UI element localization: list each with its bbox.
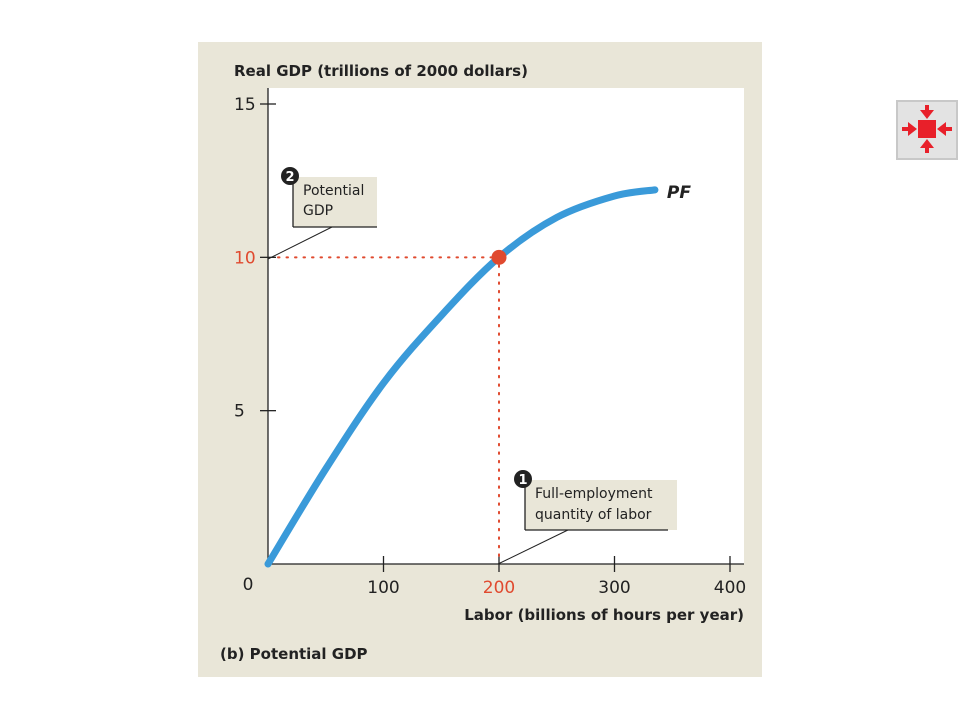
figure-panel: Real GDP (trillions of 2000 dollars) 5 10… xyxy=(198,42,762,677)
collapse-arrows-icon xyxy=(902,105,952,153)
y-ticks: 5 10 15 xyxy=(234,95,276,422)
x-axis-label: Labor (billions of hours per year) xyxy=(464,606,744,624)
callout-box xyxy=(293,177,377,227)
callout-leader-line xyxy=(267,225,335,260)
callout-box xyxy=(525,480,677,530)
x-tick-label: 300 xyxy=(598,578,630,598)
origin-tick-label: 0 xyxy=(243,575,254,595)
y-tick-label: 5 xyxy=(234,402,245,422)
callout-text-line: Full-employment xyxy=(535,486,653,502)
y-tick-label: 10 xyxy=(234,248,256,268)
callout-leader-line xyxy=(497,528,571,565)
callout-text-line: Potential xyxy=(303,183,364,199)
x-tick-label: 100 xyxy=(367,578,399,598)
pf-curve xyxy=(264,186,659,568)
callout-number-badge xyxy=(281,167,299,185)
y-tick-label: 15 xyxy=(234,95,256,115)
potential-gdp-callout: 2 Potential GDP xyxy=(267,167,377,260)
callout-number: 2 xyxy=(285,170,294,185)
x-ticks: 100 200 300 400 xyxy=(367,556,746,598)
potential-gdp-point xyxy=(491,249,507,265)
figure-caption: (b) Potential GDP xyxy=(220,645,368,663)
x-tick-label: 400 xyxy=(714,578,746,598)
callout-number-badge xyxy=(514,470,532,488)
full-employment-callout: 1 Full-employment quantity of labor xyxy=(497,470,677,565)
potential-gdp-chart: Real GDP (trillions of 2000 dollars) 510… xyxy=(220,62,746,663)
callout-text-line: GDP xyxy=(303,203,333,219)
callout-number: 1 xyxy=(518,473,527,488)
y-axis-label: Real GDP (trillions of 2000 dollars) xyxy=(234,62,528,80)
x-tick-label: 200 xyxy=(483,578,515,598)
collapse-view-button[interactable] xyxy=(896,100,958,160)
pf-series-label: PF xyxy=(667,183,691,203)
callout-text-line: quantity of labor xyxy=(535,507,652,523)
